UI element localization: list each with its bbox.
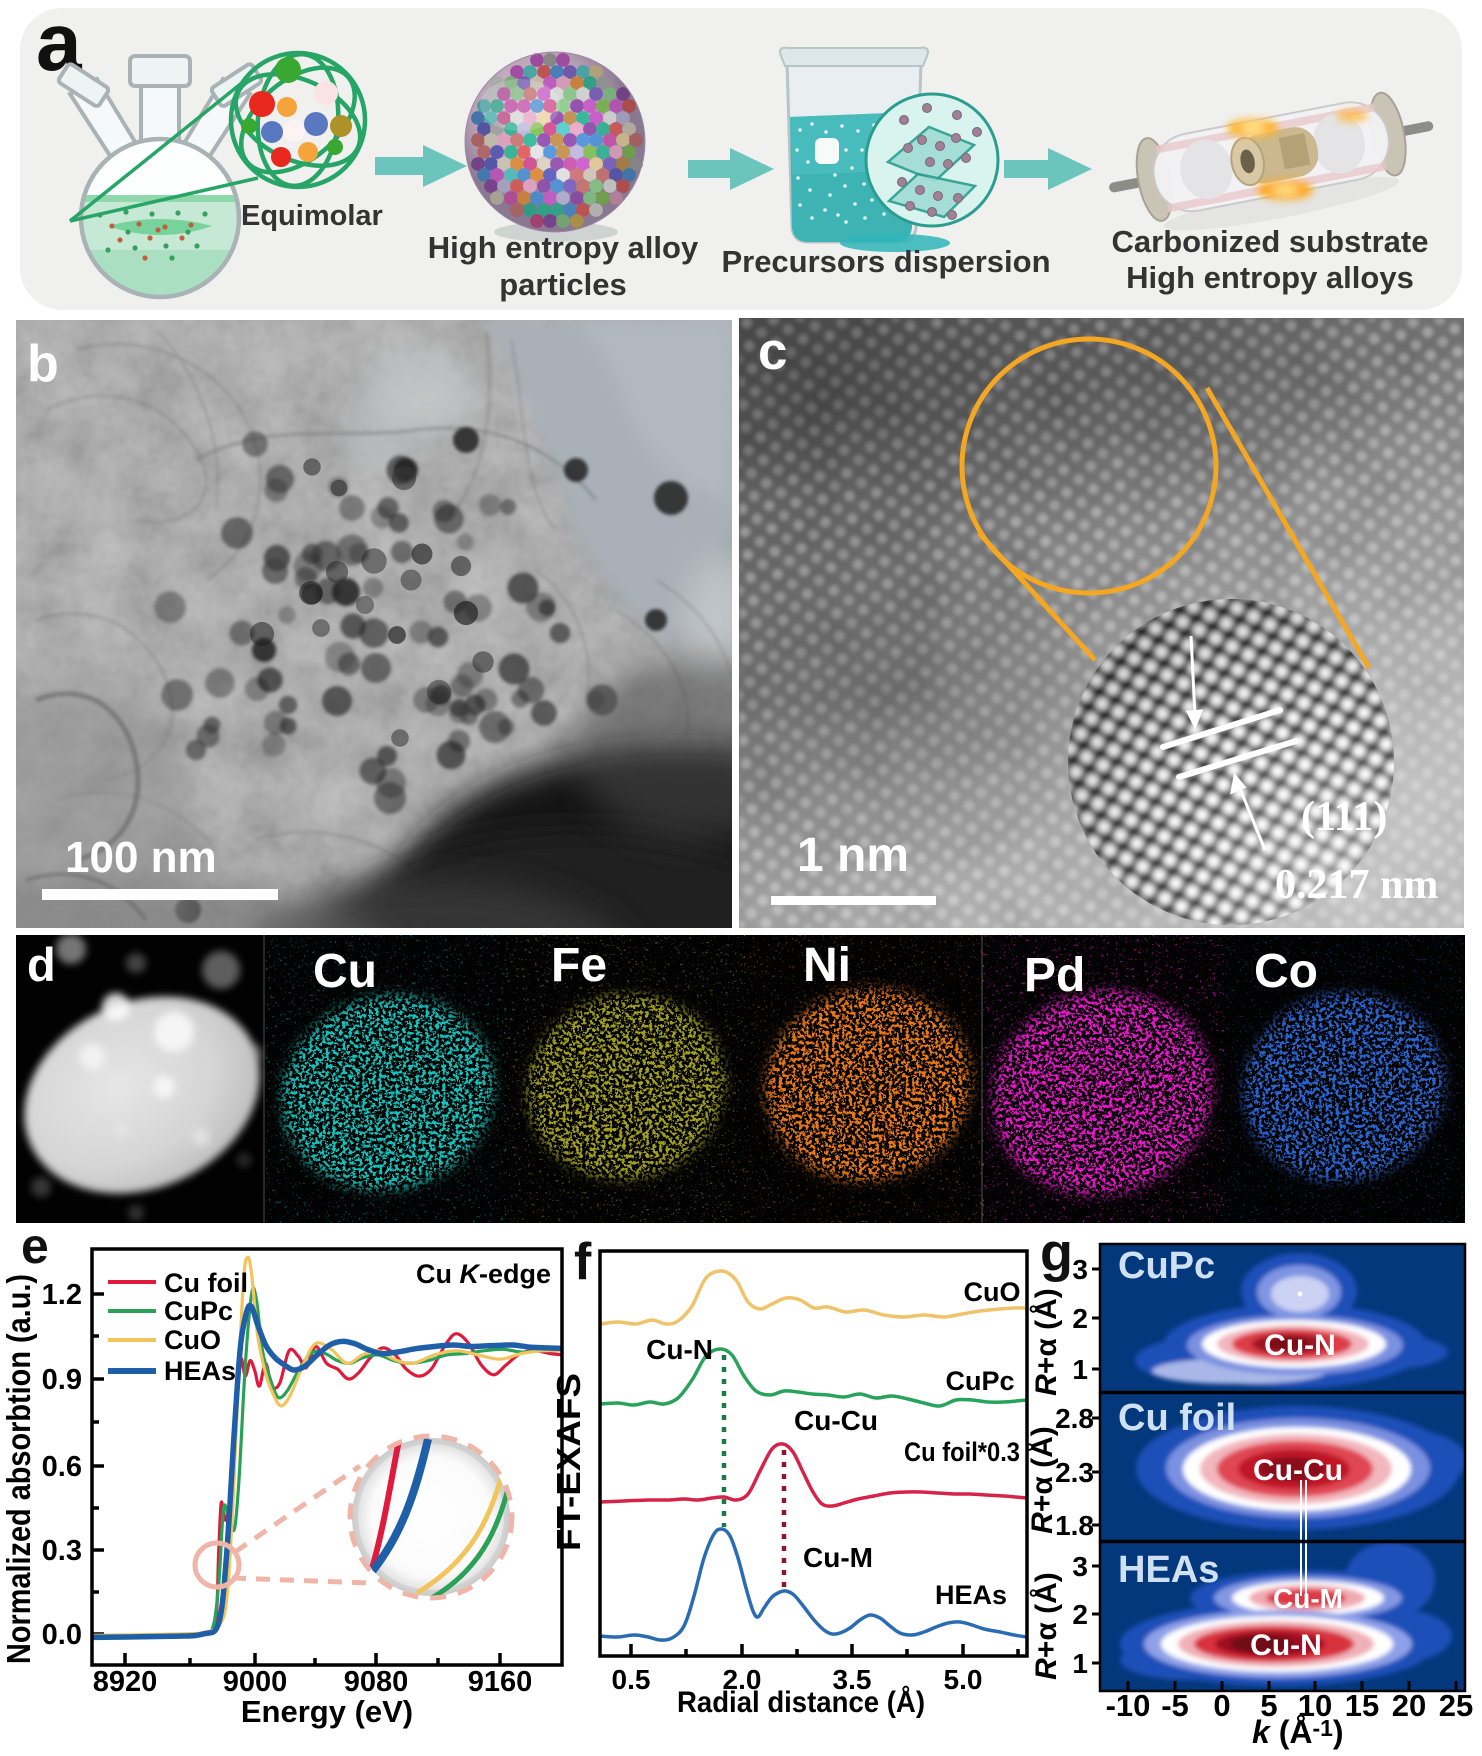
- svg-text:Fe: Fe: [551, 939, 607, 992]
- svg-text:2: 2: [1072, 1599, 1088, 1630]
- svg-text:Cu-N: Cu-N: [1250, 1629, 1322, 1662]
- svg-text:1.8: 1.8: [1055, 1510, 1094, 1541]
- svg-text:9000: 9000: [223, 1666, 288, 1698]
- svg-text:0.0: 0.0: [42, 1619, 82, 1651]
- svg-text:Pd: Pd: [1024, 949, 1085, 1002]
- svg-text:Precursors dispersion: Precursors dispersion: [721, 244, 1050, 279]
- svg-text:2.3: 2.3: [1055, 1457, 1094, 1488]
- svg-text:e: e: [21, 1228, 49, 1274]
- svg-text:f: f: [574, 1233, 592, 1291]
- svg-text:CuPc: CuPc: [164, 1296, 233, 1326]
- svg-text:Cu: Cu: [313, 945, 377, 998]
- svg-text:Cu K-edge: Cu K-edge: [416, 1259, 551, 1289]
- svg-text:(111): (111): [1301, 794, 1387, 840]
- svg-text:FT-EXAFS: FT-EXAFS: [550, 1373, 587, 1551]
- svg-text:0.5: 0.5: [612, 1664, 651, 1695]
- svg-text:Radial distance (Å): Radial distance (Å): [677, 1686, 925, 1719]
- svg-text:0: 0: [1213, 1688, 1230, 1723]
- svg-text:10: 10: [1298, 1688, 1332, 1723]
- svg-text:Carbonized substrate: Carbonized substrate: [1112, 224, 1429, 259]
- svg-text:HEAs: HEAs: [1118, 1549, 1219, 1591]
- svg-text:1 nm: 1 nm: [797, 829, 909, 882]
- svg-text:8920: 8920: [93, 1666, 158, 1698]
- svg-text:CuPc: CuPc: [945, 1366, 1014, 1396]
- svg-text:0.3: 0.3: [42, 1535, 82, 1567]
- svg-text:2: 2: [1072, 1303, 1088, 1334]
- svg-text:Cu-Cu: Cu-Cu: [794, 1405, 878, 1436]
- svg-text:Ni: Ni: [803, 939, 851, 992]
- svg-text:k (Å-1): k (Å-1): [1252, 1714, 1344, 1750]
- svg-text:Cu-Cu: Cu-Cu: [1253, 1454, 1343, 1487]
- svg-text:Cu foil: Cu foil: [1118, 1397, 1236, 1439]
- svg-text:9080: 9080: [344, 1666, 409, 1698]
- svg-text:3: 3: [1072, 1254, 1088, 1285]
- svg-text:Cu foil*0.3: Cu foil*0.3: [904, 1437, 1020, 1467]
- svg-text:Energy (eV): Energy (eV): [241, 1694, 413, 1729]
- svg-text:CuO: CuO: [964, 1277, 1021, 1307]
- svg-text:20: 20: [1392, 1688, 1426, 1723]
- svg-text:15: 15: [1345, 1688, 1379, 1723]
- svg-text:HEAs: HEAs: [935, 1580, 1007, 1610]
- svg-text:9160: 9160: [468, 1666, 533, 1698]
- svg-text:5.0: 5.0: [944, 1664, 983, 1695]
- svg-text:5: 5: [1260, 1688, 1277, 1723]
- svg-text:particles: particles: [499, 267, 627, 302]
- svg-text:Cu-N: Cu-N: [646, 1334, 713, 1365]
- svg-text:Cu-M: Cu-M: [803, 1542, 873, 1573]
- svg-text:Cu-M: Cu-M: [1273, 1583, 1343, 1614]
- svg-text:Co: Co: [1254, 945, 1318, 998]
- svg-text:g: g: [1040, 1228, 1073, 1283]
- svg-text:c: c: [758, 322, 787, 381]
- svg-text:3.5: 3.5: [833, 1664, 872, 1695]
- svg-text:-10: -10: [1106, 1688, 1151, 1723]
- svg-text:100 nm: 100 nm: [65, 833, 217, 882]
- svg-text:b: b: [27, 335, 59, 393]
- svg-text:HEAs: HEAs: [164, 1356, 236, 1386]
- svg-text:CuPc: CuPc: [1118, 1245, 1215, 1287]
- svg-text:1: 1: [1072, 1648, 1088, 1679]
- svg-text:Normalized absorbtion (a.u.): Normalized absorbtion (a.u.): [0, 1274, 37, 1664]
- svg-text:-5: -5: [1161, 1688, 1189, 1723]
- svg-text:1: 1: [1072, 1354, 1088, 1385]
- svg-text:2.0: 2.0: [723, 1664, 762, 1695]
- svg-text:d: d: [27, 938, 56, 991]
- svg-text:Equimolar: Equimolar: [241, 200, 383, 232]
- svg-text:Cu foil: Cu foil: [164, 1268, 248, 1298]
- svg-text:25: 25: [1439, 1688, 1473, 1723]
- svg-text:0.217 nm: 0.217 nm: [1275, 862, 1438, 908]
- svg-text:High entropy alloys: High entropy alloys: [1126, 260, 1414, 295]
- svg-text:R+α (Å): R+α (Å): [1030, 1288, 1063, 1396]
- svg-text:R+α (Å): R+α (Å): [1026, 1426, 1059, 1534]
- svg-text:0.9: 0.9: [42, 1364, 82, 1396]
- svg-text:1.2: 1.2: [42, 1279, 82, 1311]
- svg-text:R+α (Å): R+α (Å): [1030, 1572, 1063, 1680]
- svg-text:Cu-N: Cu-N: [1264, 1329, 1336, 1362]
- svg-text:CuO: CuO: [164, 1325, 221, 1355]
- svg-text:3: 3: [1072, 1551, 1088, 1582]
- svg-text:2.8: 2.8: [1055, 1403, 1094, 1434]
- svg-text:High entropy alloy: High entropy alloy: [428, 230, 699, 265]
- svg-text:0.6: 0.6: [42, 1451, 82, 1483]
